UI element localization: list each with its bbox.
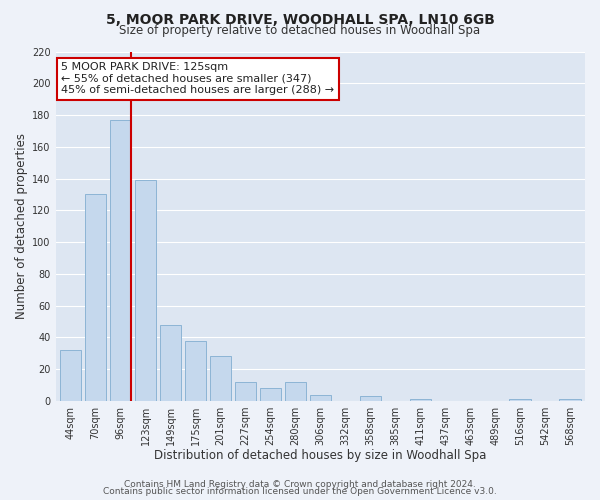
Bar — [410, 400, 431, 401]
Text: Size of property relative to detached houses in Woodhall Spa: Size of property relative to detached ho… — [119, 24, 481, 37]
Bar — [359, 396, 381, 401]
Text: Contains HM Land Registry data © Crown copyright and database right 2024.: Contains HM Land Registry data © Crown c… — [124, 480, 476, 489]
Y-axis label: Number of detached properties: Number of detached properties — [15, 133, 28, 319]
X-axis label: Distribution of detached houses by size in Woodhall Spa: Distribution of detached houses by size … — [154, 450, 487, 462]
Text: 5, MOOR PARK DRIVE, WOODHALL SPA, LN10 6GB: 5, MOOR PARK DRIVE, WOODHALL SPA, LN10 6… — [106, 12, 494, 26]
Bar — [185, 340, 206, 401]
Bar — [559, 400, 581, 401]
Bar — [60, 350, 81, 401]
Bar — [235, 382, 256, 401]
Text: 5 MOOR PARK DRIVE: 125sqm
← 55% of detached houses are smaller (347)
45% of semi: 5 MOOR PARK DRIVE: 125sqm ← 55% of detac… — [61, 62, 334, 95]
Bar — [135, 180, 156, 401]
Bar — [160, 324, 181, 401]
Bar — [285, 382, 306, 401]
Bar — [310, 394, 331, 401]
Bar — [509, 400, 530, 401]
Text: Contains public sector information licensed under the Open Government Licence v3: Contains public sector information licen… — [103, 487, 497, 496]
Bar — [85, 194, 106, 401]
Bar — [210, 356, 231, 401]
Bar — [110, 120, 131, 401]
Bar — [260, 388, 281, 401]
